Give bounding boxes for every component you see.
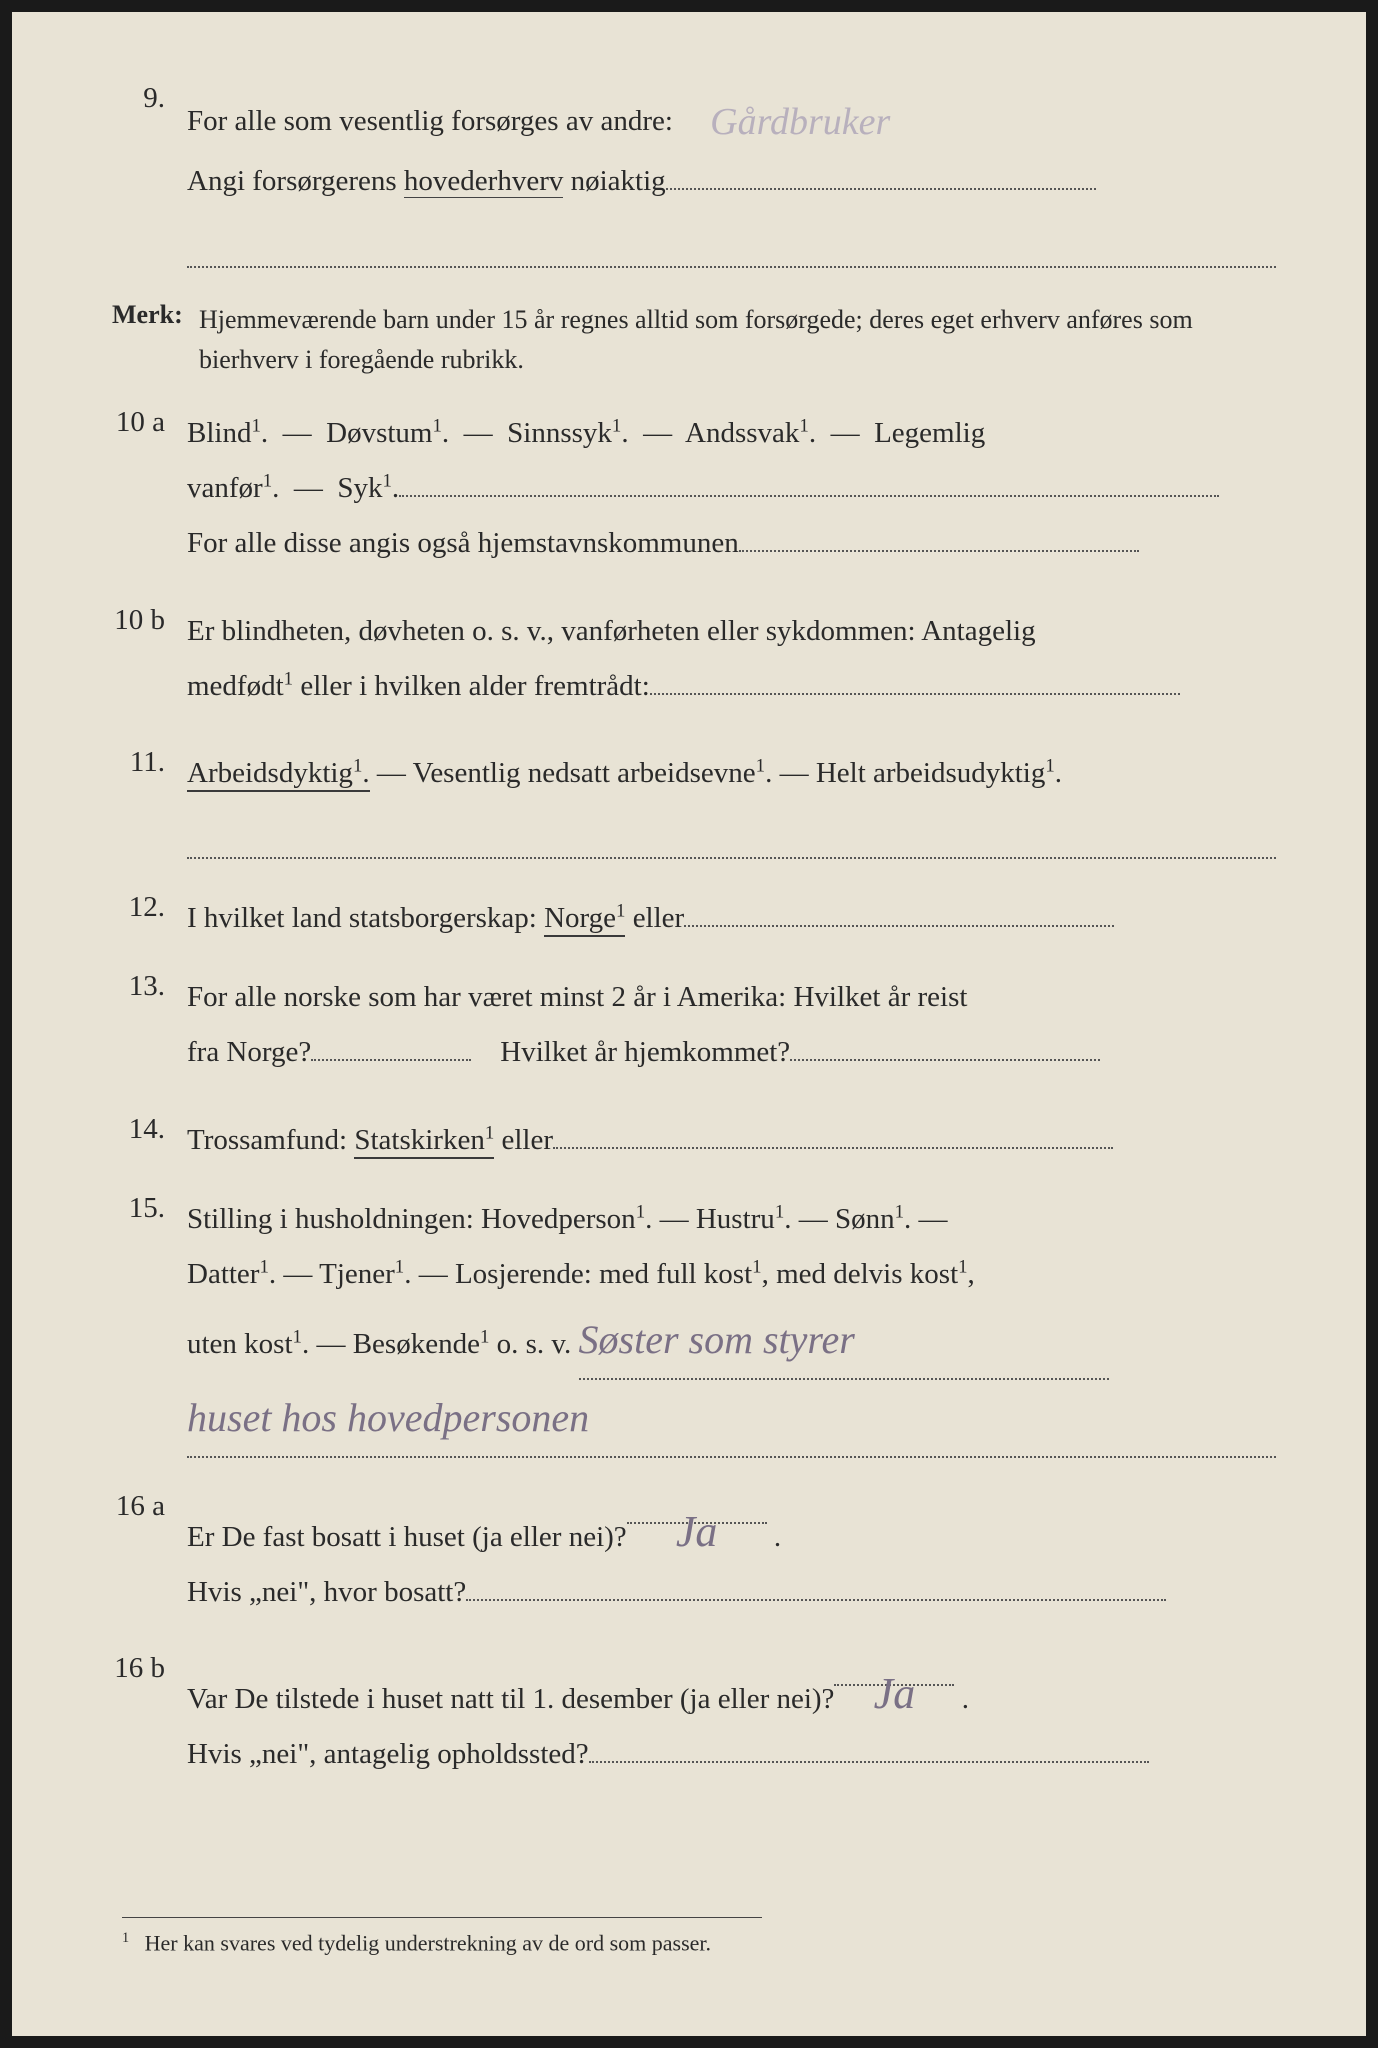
q16b-line1: Var De tilstede i huset natt til 1. dese… [187, 1683, 834, 1715]
q9-number: 9. [112, 82, 187, 115]
q9-line2c: nøiaktig [563, 165, 665, 197]
q15-datter: Datter [187, 1258, 259, 1290]
q10b-blank[interactable] [650, 661, 1180, 695]
q16b-line2: Hvis „nei", antagelig opholdssted? [187, 1738, 589, 1770]
q10a-blank[interactable] [399, 463, 1219, 497]
q10a-blank2[interactable] [739, 519, 1139, 553]
merk-text: Hjemmeværende barn under 15 år regnes al… [199, 300, 1276, 381]
q13-blank1[interactable] [311, 1028, 471, 1062]
footnote-marker: 1 [122, 1930, 129, 1946]
q10a-opt1: Blind [187, 417, 251, 449]
q10a-opt3: Sinnssyk [507, 417, 612, 449]
q12-text1: I hvilket land statsborgerskap: [187, 902, 544, 934]
footnote: 1 Her kan svares ved tydelig understrekn… [122, 1917, 762, 1956]
q10b-number: 10 b [112, 604, 187, 637]
q12-norge: Norge1 [544, 902, 625, 937]
q16a-blank[interactable] [466, 1567, 1166, 1601]
q11-mid: — Vesentlig nedsatt arbeidsevne [370, 757, 756, 789]
q12-number: 12. [112, 891, 187, 924]
footnote-text: Her kan svares ved tydelig understreknin… [145, 1930, 711, 1955]
q11-end: . — Helt arbeidsudyktig [765, 757, 1045, 789]
q16a-number: 16 a [112, 1490, 187, 1523]
q14-number: 14. [112, 1113, 187, 1146]
q14-blank[interactable] [553, 1115, 1113, 1149]
q9-hovederhverv: hovederhverv [404, 165, 563, 198]
q15-line1c: . — Sønn [784, 1203, 894, 1235]
q15-line1: Stilling i husholdningen: Hovedperson [187, 1203, 636, 1235]
question-10a: 10 a Blind1. — Døvstum1. — Sinnssyk1. — … [112, 406, 1276, 571]
q15-line2d: , med delvis kost [762, 1258, 959, 1290]
q14-text1: Trossamfund: [187, 1124, 354, 1156]
q13-line2a: fra Norge? [187, 1036, 311, 1068]
q10a-vanfor: vanfør [187, 472, 263, 504]
q9-line2a: Angi forsørgerens [187, 165, 404, 197]
q16b-number: 16 b [112, 1652, 187, 1685]
q16a-body: Er De fast bosatt i huset (ja eller nei)… [187, 1490, 1276, 1620]
q10a-line3: For alle disse angis også hjemstavnskomm… [187, 527, 739, 559]
q10a-body: Blind1. — Døvstum1. — Sinnssyk1. — Andss… [187, 406, 1276, 571]
question-15: 15. Stilling i husholdningen: Hovedperso… [112, 1192, 1276, 1458]
question-16b: 16 b Var De tilstede i huset natt til 1.… [112, 1652, 1276, 1782]
q16b-blank[interactable] [589, 1729, 1149, 1763]
q10b-body: Er blindheten, døvheten o. s. v., vanfør… [187, 604, 1276, 714]
q9-blank-line[interactable] [666, 156, 1096, 190]
q16a-line2: Hvis „nei", hvor bosatt? [187, 1576, 466, 1608]
q10a-number: 10 a [112, 406, 187, 439]
q13-number: 13. [112, 970, 187, 1003]
q15-handwritten1: Søster som styrer [579, 1302, 1109, 1380]
q10b-line2b: eller i hvilken alder fremtrådt: [293, 670, 650, 702]
q15-line2c: . — Losjerende: med full kost [404, 1258, 752, 1290]
q16b-body: Var De tilstede i huset natt til 1. dese… [187, 1652, 1276, 1782]
q14-body: Trossamfund: Statskirken1 eller [187, 1113, 1276, 1168]
question-9: 9. For alle som vesentlig forsørges av a… [112, 82, 1276, 268]
question-14: 14. Trossamfund: Statskirken1 eller [112, 1113, 1276, 1168]
q12-text2: eller [625, 902, 684, 934]
q16a-hw: Ja [676, 1507, 718, 1556]
q13-body: For alle norske som har været minst 2 år… [187, 970, 1276, 1080]
question-12: 12. I hvilket land statsborgerskap: Norg… [112, 891, 1276, 946]
q16b-answer[interactable]: Ja [834, 1652, 954, 1686]
q13-line2b: Hvilket år hjemkommet? [500, 1036, 790, 1068]
q15-line2b: . — Tjener [269, 1258, 395, 1290]
q16b-hw: Ja [874, 1669, 916, 1718]
q15-line3b: . — Besøkende [302, 1328, 480, 1360]
question-10b: 10 b Er blindheten, døvheten o. s. v., v… [112, 604, 1276, 714]
q16a-line1: Er De fast bosatt i huset (ja eller nei)… [187, 1521, 627, 1553]
q13-line1: For alle norske som har været minst 2 år… [187, 981, 967, 1013]
q11-number: 11. [112, 746, 187, 779]
q15-line3a: uten kost [187, 1328, 293, 1360]
question-11: 11. Arbeidsdyktig1. — Vesentlig nedsatt … [112, 746, 1276, 859]
q14-statskirken: Statskirken1 [354, 1124, 494, 1159]
q10a-opt5: Legemlig [874, 417, 985, 449]
q15-handwritten2: huset hos hovedpersonen [187, 1380, 1276, 1458]
question-16a: 16 a Er De fast bosatt i huset (ja eller… [112, 1490, 1276, 1620]
q10b-medfodt: medfødt [187, 670, 284, 702]
q9-body: For alle som vesentlig forsørges av andr… [187, 82, 1276, 268]
q11-blank[interactable] [187, 811, 1276, 859]
q16a-answer[interactable]: Ja [627, 1490, 767, 1524]
q15-number: 15. [112, 1192, 187, 1225]
q10a-opt2: Døvstum [326, 417, 432, 449]
q14-text2: eller [494, 1124, 553, 1156]
q10a-opt4: Andssvak [685, 417, 799, 449]
q10b-line1: Er blindheten, døvheten o. s. v., vanfør… [187, 615, 1036, 647]
q15-line3c: o. s. v. [489, 1328, 571, 1360]
q12-body: I hvilket land statsborgerskap: Norge1 e… [187, 891, 1276, 946]
q9-blank-line2[interactable] [187, 219, 1276, 267]
q15-line1b: . — Hustru [645, 1203, 775, 1235]
question-13: 13. For alle norske som har været minst … [112, 970, 1276, 1080]
merk-note: Merk: Hjemmeværende barn under 15 år reg… [112, 300, 1276, 381]
q9-handwritten-faded: Gårdbruker [710, 101, 890, 143]
q12-blank[interactable] [684, 893, 1114, 927]
q9-line1: For alle som vesentlig forsørges av andr… [187, 105, 673, 137]
q15-line1d: . — [904, 1203, 948, 1235]
q11-body: Arbeidsdyktig1. — Vesentlig nedsatt arbe… [187, 746, 1276, 859]
q10a-syk: Syk [337, 472, 382, 504]
census-form-page: 9. For alle som vesentlig forsørges av a… [0, 0, 1378, 2048]
merk-label: Merk: [112, 300, 199, 330]
q13-blank2[interactable] [790, 1028, 1100, 1062]
q11-arbeidsdyktig: Arbeidsdyktig1. [187, 757, 370, 792]
q15-body: Stilling i husholdningen: Hovedperson1. … [187, 1192, 1276, 1458]
